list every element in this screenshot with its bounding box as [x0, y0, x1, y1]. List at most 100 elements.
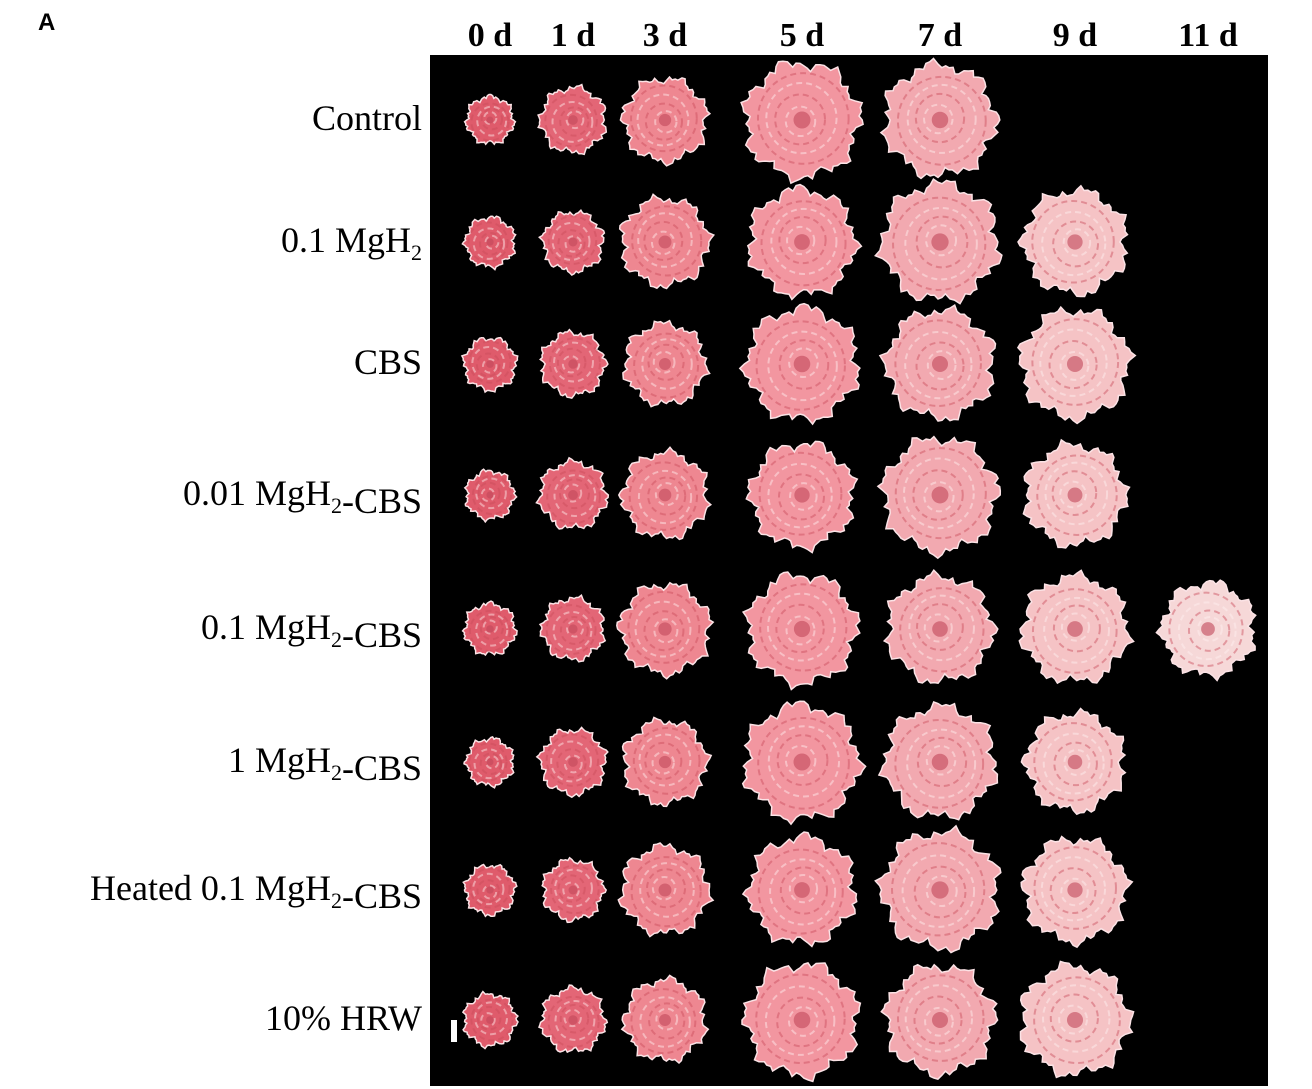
- flower: [738, 302, 861, 426]
- flower-ruffle: [915, 215, 969, 269]
- flower: [741, 831, 858, 948]
- flower-ruffle: [1168, 591, 1244, 668]
- flower-ruffle: [653, 618, 679, 644]
- flower-ruffle: [1044, 461, 1109, 526]
- label-text: 0.1 MgH: [281, 220, 411, 260]
- flower-center: [1201, 622, 1215, 636]
- flower-ruffle: [554, 1000, 596, 1041]
- flower-ruffle: [906, 728, 977, 799]
- flower-ruffle: [644, 741, 683, 781]
- flower-center: [1067, 754, 1083, 770]
- flower-ruffle: [468, 340, 512, 384]
- label-text: Control: [312, 98, 422, 138]
- flower: [1020, 707, 1127, 816]
- flower-ruffle: [471, 474, 513, 516]
- flower-ruffle: [1049, 993, 1099, 1043]
- flower-ruffle: [767, 462, 833, 529]
- flower-ruffle: [651, 875, 677, 901]
- flower-ruffle: [776, 734, 829, 786]
- flower-ruffle: [789, 482, 818, 511]
- flower-ruffle: [896, 75, 987, 166]
- flower-ruffle: [1060, 877, 1089, 907]
- flower: [746, 183, 863, 301]
- flower: [616, 581, 715, 680]
- flower-ruffle: [475, 613, 509, 647]
- flower-ruffle: [476, 105, 508, 137]
- flower-ruffle: [775, 603, 825, 654]
- flower-ruffle: [777, 473, 825, 521]
- photo-panel: [430, 55, 1268, 1086]
- flower-ruffle: [637, 212, 693, 268]
- flower-center: [486, 758, 494, 766]
- flower-ruffle: [1041, 210, 1107, 277]
- flower-center: [1066, 355, 1084, 373]
- flower-ruffle: [894, 718, 985, 809]
- flower-ruffle: [632, 727, 701, 795]
- flower-ruffle: [474, 1001, 508, 1036]
- flower-ruffle: [630, 988, 697, 1055]
- flower-ruffle: [482, 358, 498, 374]
- flower-ruffle: [477, 481, 501, 505]
- flower-ruffle: [908, 594, 975, 662]
- flower-center: [659, 1014, 671, 1026]
- flower: [463, 93, 517, 146]
- column-header: 9 d: [1053, 17, 1098, 54]
- flower-ruffle: [637, 469, 693, 525]
- flower-ruffle: [1043, 596, 1110, 664]
- flower: [538, 209, 606, 277]
- flower-ruffle: [467, 221, 509, 263]
- flower-center: [794, 882, 810, 898]
- flower-ruffle: [484, 234, 500, 250]
- flower-center: [931, 486, 949, 504]
- label-text: -CBS: [342, 876, 422, 916]
- flower-ruffle: [476, 1005, 502, 1031]
- flower: [874, 824, 1002, 954]
- flower-ruffle: [904, 330, 973, 400]
- flower-ruffle: [650, 230, 676, 256]
- label-subscript: 2: [331, 627, 342, 652]
- flower-center: [931, 1011, 949, 1029]
- flower-center: [931, 881, 949, 899]
- flower-ruffle: [559, 1003, 590, 1034]
- flower-ruffle: [1033, 976, 1121, 1065]
- flower-ruffle: [546, 469, 601, 525]
- flower-ruffle: [1048, 340, 1098, 390]
- flower-ruffle: [1031, 199, 1115, 284]
- flower-center: [486, 886, 494, 894]
- flower-ruffle: [475, 477, 507, 510]
- flower-ruffle: [647, 343, 685, 381]
- flower-ruffle: [901, 854, 976, 928]
- flower-ruffle: [556, 748, 587, 779]
- flower-center: [1067, 487, 1083, 503]
- flower-ruffle: [643, 610, 685, 652]
- flower-center: [658, 235, 672, 249]
- flower-ruffle: [916, 603, 964, 651]
- flower-ruffle: [1031, 588, 1118, 674]
- flower-ruffle: [469, 867, 511, 909]
- flower-ruffle: [557, 874, 586, 903]
- flower-ruffle: [480, 487, 496, 502]
- flower-ruffle: [757, 716, 850, 810]
- flower-center: [486, 491, 494, 499]
- flower-ruffle: [565, 110, 585, 130]
- flower-ruffle: [1036, 454, 1118, 536]
- flower-ruffle: [923, 103, 954, 135]
- flower-ruffle: [1062, 228, 1092, 257]
- flower-ruffle: [787, 1006, 819, 1037]
- flower: [1019, 960, 1135, 1079]
- flower: [874, 178, 1003, 305]
- flower-center: [486, 360, 494, 368]
- flower-ruffle: [1058, 1004, 1088, 1035]
- flower-ruffle: [643, 220, 684, 261]
- row-label: 1 MgH2-CBS: [228, 740, 422, 788]
- flower-ruffle: [633, 332, 700, 399]
- flower-ruffle: [1187, 609, 1231, 652]
- flower-ruffle: [757, 848, 844, 935]
- flower-center: [793, 355, 811, 373]
- flower-ruffle: [786, 225, 816, 256]
- flower-ruffle: [778, 339, 830, 390]
- flower-ruffle: [557, 229, 586, 258]
- flower-ruffle: [894, 447, 987, 540]
- flower-ruffle: [784, 105, 817, 138]
- flower-ruffle: [904, 984, 974, 1053]
